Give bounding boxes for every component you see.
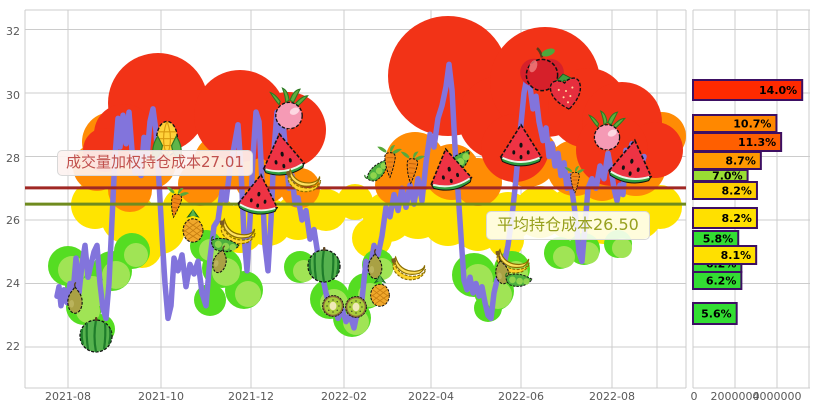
carrot-icon	[400, 151, 425, 185]
watermelon-slice-icon	[237, 173, 279, 215]
y-axis-label: 26	[6, 214, 20, 227]
chip-bar-label: 8.7%	[725, 155, 756, 168]
pear-icon	[495, 255, 510, 285]
carrot-icon	[377, 145, 402, 179]
y-axis-label: 22	[6, 340, 20, 353]
peas-icon	[505, 272, 533, 287]
chip-bar-label: 10.7%	[733, 118, 771, 131]
chip-bar-label: 5.6%	[701, 308, 732, 321]
watermelon-whole-icon	[307, 247, 341, 283]
bubble-green_light	[124, 243, 148, 267]
pear-icon	[212, 245, 227, 274]
fruit-stickers	[67, 47, 653, 353]
peas-icon	[364, 159, 387, 182]
strawberry-icon	[549, 73, 582, 110]
banana-icon	[286, 168, 322, 193]
pineapple-icon	[182, 208, 204, 243]
carrot-icon	[166, 186, 190, 219]
chip-bar	[692, 207, 758, 229]
y-axis-label: 28	[6, 152, 20, 165]
chip-bar-label: 8.2%	[721, 212, 752, 225]
watermelon-slice-icon	[430, 147, 473, 191]
x-axis-label: 2022-08	[589, 390, 635, 403]
bubble-red	[250, 92, 326, 168]
x-axis-label: 2021-08	[45, 390, 91, 403]
chip-bar-label: 5.8%	[703, 233, 734, 246]
bubble-green_light	[76, 299, 100, 323]
x-axis-label: 2022-02	[321, 390, 367, 403]
chip-bar	[692, 302, 738, 325]
x-axis-label: 2022-06	[498, 390, 544, 403]
peas-icon	[210, 235, 240, 253]
watermelon-whole-icon	[79, 317, 113, 353]
pineapple-icon	[370, 274, 390, 307]
chip-bar	[692, 181, 758, 200]
banana-icon	[219, 217, 256, 245]
chip-distribution-bars: 14.0% 10.7% 11.3% 8.7% 7.0% 8.2% 8.2% 5.8% 6.2% 8…	[692, 79, 804, 325]
volume-axis-label: 2000000	[710, 390, 760, 403]
kiwi-icon	[322, 295, 344, 317]
pear-icon	[367, 248, 383, 280]
chip-bar-label: 8.2%	[721, 185, 752, 198]
chip-bar-label: 8.1%	[721, 249, 752, 262]
avg-cost-label: 平均持仓成本26.50	[486, 211, 650, 240]
bubble-green_light	[235, 281, 261, 307]
bubble-green_light	[612, 238, 632, 258]
bubble-orange	[108, 168, 152, 212]
radish-icon	[269, 87, 309, 131]
watermelon-slice-icon	[262, 132, 306, 176]
chip-bar	[692, 245, 758, 265]
banana-icon	[391, 255, 426, 281]
chip-bar	[692, 271, 743, 290]
vwap-cost-label: 成交量加权持仓成本27.01	[57, 150, 253, 176]
bubble-green_light	[553, 246, 575, 268]
x-axis-label: 2021-10	[138, 390, 184, 403]
chip-bar-label: 11.3%	[738, 136, 776, 149]
y-axis-label: 24	[6, 277, 20, 290]
radish-icon	[588, 110, 626, 152]
chip-bar-label: 6.2%	[706, 275, 737, 288]
carrot-icon	[564, 166, 585, 194]
watermelon-slice-icon	[607, 138, 653, 184]
chip-bar	[692, 79, 804, 101]
volume-axis-label: 4000000	[752, 390, 802, 403]
x-axis-label: 2021-12	[228, 390, 274, 403]
chip-bar-label: 14.0%	[759, 84, 797, 97]
kiwi-icon	[345, 296, 367, 318]
volume-axis-label: 0	[690, 390, 698, 403]
apple-icon	[520, 47, 564, 92]
watermelon-slice-icon	[499, 123, 543, 167]
x-axis-label: 2022-04	[408, 390, 454, 403]
chip-bar-label: 7.0%	[712, 170, 743, 183]
y-axis-label: 32	[6, 25, 20, 38]
pear-icon	[67, 281, 83, 314]
y-axis-label: 30	[6, 89, 20, 102]
